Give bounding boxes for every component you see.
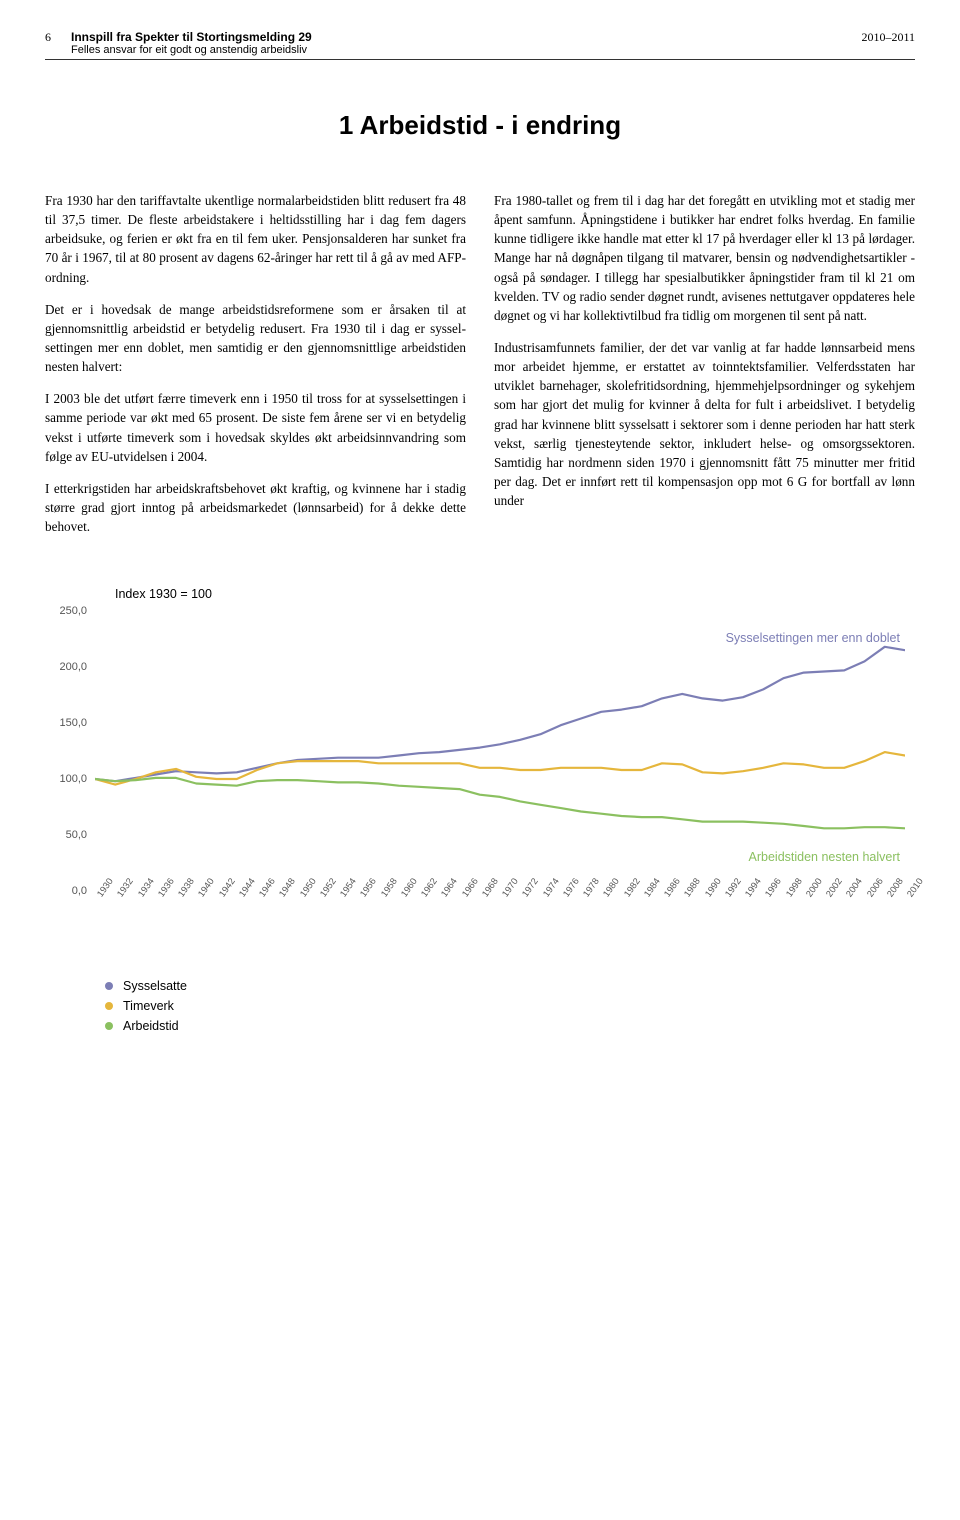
x-tick-label: 1972 [520, 893, 528, 899]
x-tick-label: 1952 [318, 893, 326, 899]
x-tick-label: 2006 [865, 893, 873, 899]
x-tick-label: 1944 [237, 893, 245, 899]
x-axis: 1930 1932 1934 1936 1938 1940 1942 1944 1946 1948… [95, 893, 905, 903]
x-tick-label: 1936 [156, 893, 164, 899]
x-tick-label: 1946 [257, 893, 265, 899]
x-tick-label: 1930 [95, 893, 103, 899]
chart-title: Index 1930 = 100 [115, 587, 915, 601]
column-right: Fra 1980-tallet og frem til i dag har de… [494, 191, 915, 549]
chart-legend: Sysselsatte Timeverk Arbeidstid [105, 979, 915, 1033]
column-left: Fra 1930 har den tariffavtalte ukentlige… [45, 191, 466, 549]
header-year-range: 2010–2011 [861, 30, 915, 56]
y-tick-label: 0,0 [72, 885, 87, 897]
legend-dot-icon [105, 1002, 113, 1010]
x-tick-label: 1968 [480, 893, 488, 899]
x-tick-label: 1966 [460, 893, 468, 899]
paragraph: Det er i hovedsak de mange arbeidstidsre… [45, 300, 466, 377]
x-tick-label: 1970 [500, 893, 508, 899]
x-tick-label: 1948 [277, 893, 285, 899]
x-tick-label: 2000 [804, 893, 812, 899]
legend-item: Sysselsatte [105, 979, 915, 993]
x-tick-label: 1964 [439, 893, 447, 899]
x-tick-label: 1958 [379, 893, 387, 899]
x-tick-label: 1978 [581, 893, 589, 899]
chart-annotation-top: Sysselsettingen mer enn doblet [726, 631, 900, 645]
x-tick-label: 1988 [682, 893, 690, 899]
paragraph: I 2003 ble det utført færre timeverk enn… [45, 389, 466, 466]
x-tick-label: 1954 [338, 893, 346, 899]
chart-series-arbeidstid [95, 778, 905, 828]
x-tick-label: 1934 [136, 893, 144, 899]
x-tick-label: 1932 [115, 893, 123, 899]
x-tick-label: 2004 [844, 893, 852, 899]
x-tick-label: 2010 [905, 893, 913, 899]
section-heading: 1 Arbeidstid - i endring [45, 110, 915, 141]
header-subtitle: Felles ansvar for eit godt og anstendig … [71, 44, 312, 56]
y-tick-label: 50,0 [66, 829, 87, 841]
paragraph: Fra 1980-tallet og frem til i dag har de… [494, 191, 915, 325]
x-tick-label: 1940 [196, 893, 204, 899]
x-tick-label: 1976 [561, 893, 569, 899]
legend-item: Arbeidstid [105, 1019, 915, 1033]
chart: 0,050,0100,0150,0200,0250,0 193019321934… [55, 611, 905, 951]
legend-label: Arbeidstid [123, 1019, 179, 1033]
legend-label: Sysselsatte [123, 979, 187, 993]
legend-item: Timeverk [105, 999, 915, 1013]
page-number: 6 [45, 30, 51, 56]
x-tick-label: 1992 [723, 893, 731, 899]
x-tick-label: 1974 [541, 893, 549, 899]
x-tick-label: 1998 [784, 893, 792, 899]
paragraph: Fra 1930 har den tariffavtalte ukentlige… [45, 191, 466, 287]
x-tick-label: 1942 [217, 893, 225, 899]
chart-annotation-bottom: Arbeidstiden nesten halvert [749, 850, 900, 864]
legend-label: Timeverk [123, 999, 174, 1013]
x-tick-label: 1950 [298, 893, 306, 899]
x-tick-label: 1986 [662, 893, 670, 899]
legend-dot-icon [105, 1022, 113, 1030]
x-tick-label: 1956 [358, 893, 366, 899]
x-tick-label: 1990 [703, 893, 711, 899]
legend-dot-icon [105, 982, 113, 990]
chart-series-sysselsatte [95, 647, 905, 781]
y-tick-label: 250,0 [59, 605, 87, 617]
x-tick-label: 1980 [601, 893, 609, 899]
x-tick-label: 1996 [763, 893, 771, 899]
y-tick-label: 100,0 [59, 773, 87, 785]
header-left: 6 Innspill fra Spekter til Stortingsmeld… [45, 30, 312, 56]
body-columns: Fra 1930 har den tariffavtalte ukentlige… [45, 191, 915, 549]
x-tick-label: 1960 [399, 893, 407, 899]
x-tick-label: 1994 [743, 893, 751, 899]
x-tick-label: 1984 [642, 893, 650, 899]
chart-series-timeverk [95, 752, 905, 785]
y-axis: 0,050,0100,0150,0200,0250,0 [55, 611, 95, 891]
paragraph: Industrisamfunnets familier, der det var… [494, 338, 915, 510]
x-tick-label: 2008 [885, 893, 893, 899]
y-tick-label: 200,0 [59, 661, 87, 673]
page-header: 6 Innspill fra Spekter til Stortingsmeld… [45, 30, 915, 60]
x-tick-label: 2002 [824, 893, 832, 899]
x-tick-label: 1982 [622, 893, 630, 899]
header-title-group: Innspill fra Spekter til Stortingsmeldin… [71, 30, 312, 56]
paragraph: I etterkrigstiden har arbeidskraftsbehov… [45, 479, 466, 536]
header-title: Innspill fra Spekter til Stortingsmeldin… [71, 30, 312, 44]
x-tick-label: 1962 [419, 893, 427, 899]
x-tick-label: 1938 [176, 893, 184, 899]
y-tick-label: 150,0 [59, 717, 87, 729]
